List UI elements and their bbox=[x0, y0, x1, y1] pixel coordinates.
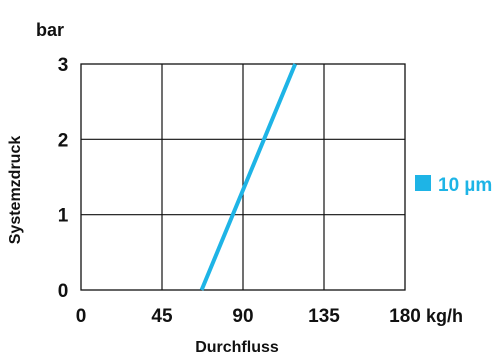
y-axis-title: Systemzdruck bbox=[7, 136, 24, 245]
plot-frame bbox=[80, 63, 406, 291]
legend: 10 µm bbox=[415, 175, 492, 196]
x-tick-label: 180 bbox=[389, 306, 421, 327]
y-tick-label: 3 bbox=[58, 55, 69, 76]
x-unit-label: kg/h bbox=[426, 306, 463, 326]
y-tick-label: 1 bbox=[58, 206, 69, 227]
x-tick-label: 0 bbox=[76, 306, 87, 327]
x-axis-title: Durchfluss bbox=[195, 339, 279, 354]
y-tick-label: 0 bbox=[58, 281, 69, 302]
y-tick-label: 2 bbox=[58, 130, 69, 151]
legend-swatch-10um bbox=[415, 175, 431, 191]
series-line-10um bbox=[199, 63, 298, 291]
series-group bbox=[199, 63, 298, 291]
x-tick-label: 135 bbox=[308, 306, 340, 327]
x-tick-label: 90 bbox=[232, 306, 253, 327]
legend-label-10um: 10 µm bbox=[438, 175, 492, 196]
grid bbox=[81, 64, 405, 290]
y-tick-labels: 0 1 2 3 bbox=[58, 55, 69, 302]
x-tick-label: 45 bbox=[151, 306, 173, 327]
x-tick-labels: 0 45 90 135 180 bbox=[76, 306, 421, 327]
y-unit-label: bar bbox=[36, 20, 64, 40]
